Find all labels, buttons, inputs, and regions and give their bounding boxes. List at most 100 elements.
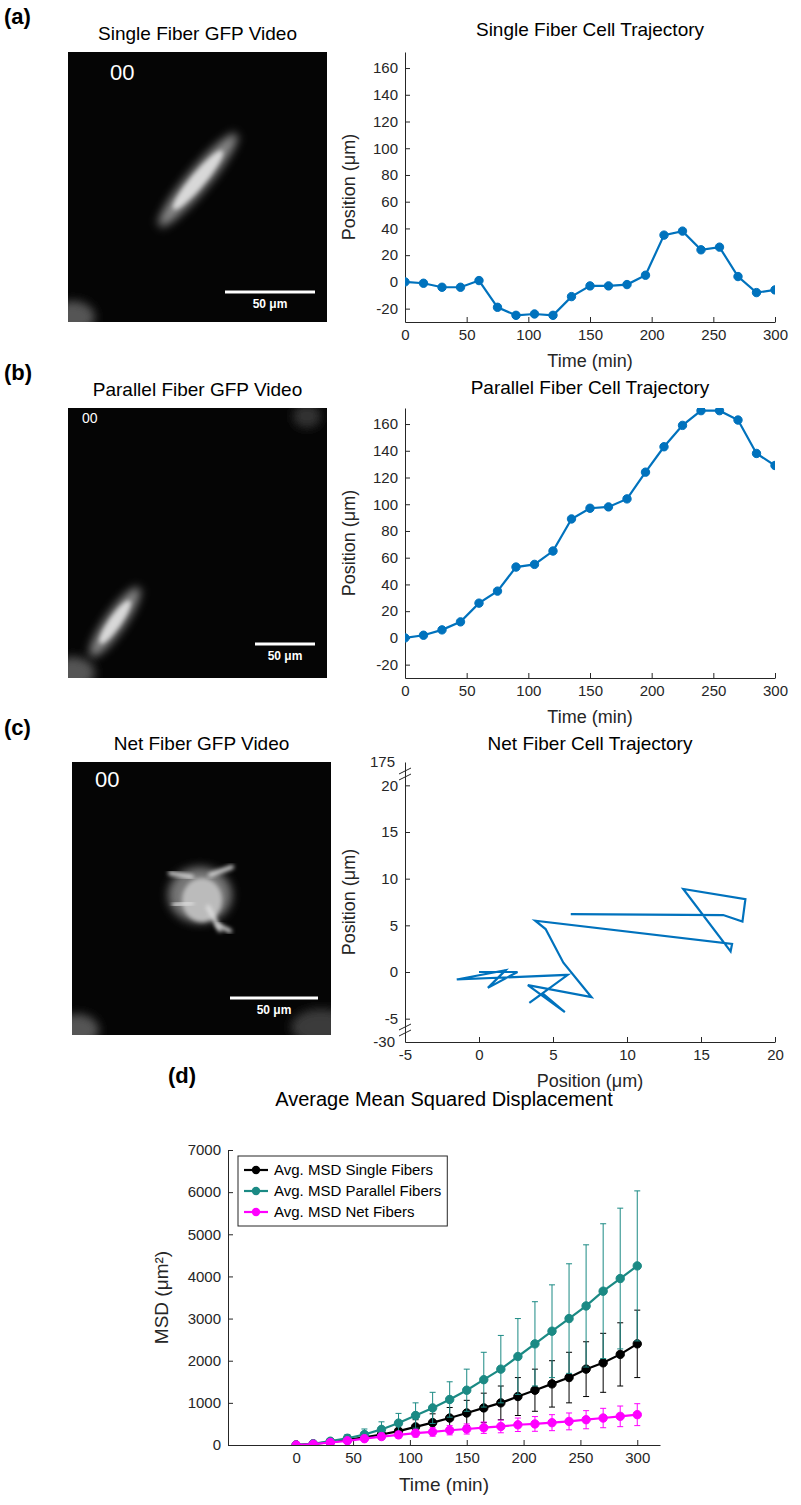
image-background bbox=[68, 408, 327, 678]
tick-label: 140 bbox=[373, 442, 398, 459]
legend-label: Avg. MSD Single Fibers bbox=[274, 1161, 433, 1178]
scale-bar bbox=[255, 643, 315, 646]
data-point bbox=[514, 1352, 522, 1360]
tick-label: 120 bbox=[373, 113, 398, 130]
plot-area bbox=[457, 889, 746, 1012]
tick-label: 150 bbox=[578, 326, 603, 343]
tick-mark bbox=[553, 1037, 554, 1042]
gfp-image: Parallel Fiber GFP Video0050 μm bbox=[51, 379, 327, 689]
cell bbox=[151, 127, 245, 233]
tick: 80 bbox=[381, 522, 410, 539]
panel-label: (a) bbox=[4, 4, 31, 29]
data-point bbox=[565, 1373, 573, 1381]
tick-label: 80 bbox=[381, 522, 398, 539]
chart-title: Average Mean Squared Displacement bbox=[275, 1088, 613, 1110]
data-point bbox=[678, 421, 686, 429]
tick-mark bbox=[405, 925, 410, 926]
cell bbox=[168, 867, 232, 931]
tick: -20 bbox=[376, 656, 410, 673]
tick-label: 50 bbox=[345, 1449, 362, 1466]
image-content bbox=[72, 867, 331, 1035]
plot-area bbox=[292, 1191, 641, 1445]
tick-mark bbox=[405, 202, 410, 203]
tick: 200 bbox=[640, 317, 665, 343]
scale-bar-label: 50 μm bbox=[268, 649, 303, 663]
tick: 0 bbox=[390, 629, 410, 646]
data-point bbox=[497, 1365, 505, 1373]
tick: 20 bbox=[767, 1037, 784, 1063]
data-point bbox=[419, 279, 427, 287]
tick-mark bbox=[405, 504, 410, 505]
chart-title: Net Fiber Cell Trajectory bbox=[488, 733, 693, 754]
tick: 300 bbox=[763, 317, 788, 343]
axis-break bbox=[399, 1030, 411, 1036]
data-point bbox=[623, 495, 631, 503]
y-axis: -505101520 bbox=[381, 763, 410, 1043]
tick-label: 200 bbox=[640, 682, 665, 699]
tick: 300 bbox=[763, 673, 788, 699]
data-point bbox=[445, 1426, 453, 1434]
data-line bbox=[296, 1266, 637, 1445]
x-axis: 050100150200250300 bbox=[401, 317, 788, 343]
data-point bbox=[641, 271, 649, 279]
tick: 160 bbox=[373, 59, 410, 76]
axis-line bbox=[405, 763, 406, 1043]
tick-mark bbox=[775, 1037, 776, 1042]
tick: 0 bbox=[390, 963, 410, 980]
data-point bbox=[438, 626, 446, 634]
tick: 250 bbox=[568, 1440, 593, 1466]
data-point bbox=[567, 515, 575, 523]
data-point bbox=[548, 1327, 556, 1335]
tick-label: 0 bbox=[401, 326, 409, 343]
background-cell bbox=[293, 408, 321, 428]
tick: 0 bbox=[390, 273, 410, 290]
data-point bbox=[512, 311, 520, 319]
data-point bbox=[616, 1274, 624, 1282]
legend-item: Avg. MSD Net Fibers bbox=[244, 1203, 415, 1220]
legend-item: Avg. MSD Single Fibers bbox=[244, 1161, 433, 1178]
y-axis: -20020406080100120140160 bbox=[373, 53, 410, 323]
tick-mark bbox=[775, 317, 776, 322]
tick-mark bbox=[467, 317, 468, 322]
tick-label: 20 bbox=[381, 246, 398, 263]
tick-label: 80 bbox=[381, 166, 398, 183]
tick-mark bbox=[713, 317, 714, 322]
tick: 0 bbox=[213, 1436, 233, 1453]
tick-mark bbox=[405, 451, 410, 452]
tick-label: 300 bbox=[625, 1449, 650, 1466]
legend-marker bbox=[252, 1166, 260, 1174]
tick-mark bbox=[405, 309, 410, 310]
tick-mark bbox=[405, 255, 410, 256]
data-line bbox=[457, 889, 746, 1012]
data-point bbox=[715, 408, 723, 415]
y-axis-title: Position (μm) bbox=[339, 134, 359, 240]
background-cell bbox=[291, 1009, 331, 1035]
tick: 15 bbox=[381, 823, 410, 840]
legend-marker bbox=[252, 1208, 260, 1216]
tick-label: 0 bbox=[390, 273, 398, 290]
tick-mark bbox=[405, 1019, 410, 1020]
axis-line bbox=[228, 1151, 229, 1446]
tick: 200 bbox=[512, 1440, 537, 1466]
data-point bbox=[565, 1314, 573, 1322]
tick: 40 bbox=[381, 576, 410, 593]
data-line bbox=[405, 231, 775, 315]
tick-mark bbox=[637, 1440, 638, 1445]
data-point bbox=[438, 283, 446, 291]
data-point bbox=[697, 246, 705, 254]
data-point bbox=[512, 563, 520, 571]
data-point bbox=[394, 1431, 402, 1439]
tick: 60 bbox=[381, 193, 410, 210]
data-point bbox=[660, 443, 668, 451]
image-content bbox=[68, 127, 245, 322]
tick-mark bbox=[228, 1319, 233, 1320]
data-point bbox=[530, 310, 538, 318]
tick-label: 200 bbox=[640, 326, 665, 343]
tick-mark bbox=[405, 175, 410, 176]
tick: 6000 bbox=[188, 1183, 233, 1200]
tick-mark bbox=[701, 1037, 702, 1042]
tick-label: 160 bbox=[373, 59, 398, 76]
tick-mark bbox=[228, 1192, 233, 1193]
tick-mark bbox=[405, 148, 410, 149]
tick: 100 bbox=[398, 1440, 423, 1466]
